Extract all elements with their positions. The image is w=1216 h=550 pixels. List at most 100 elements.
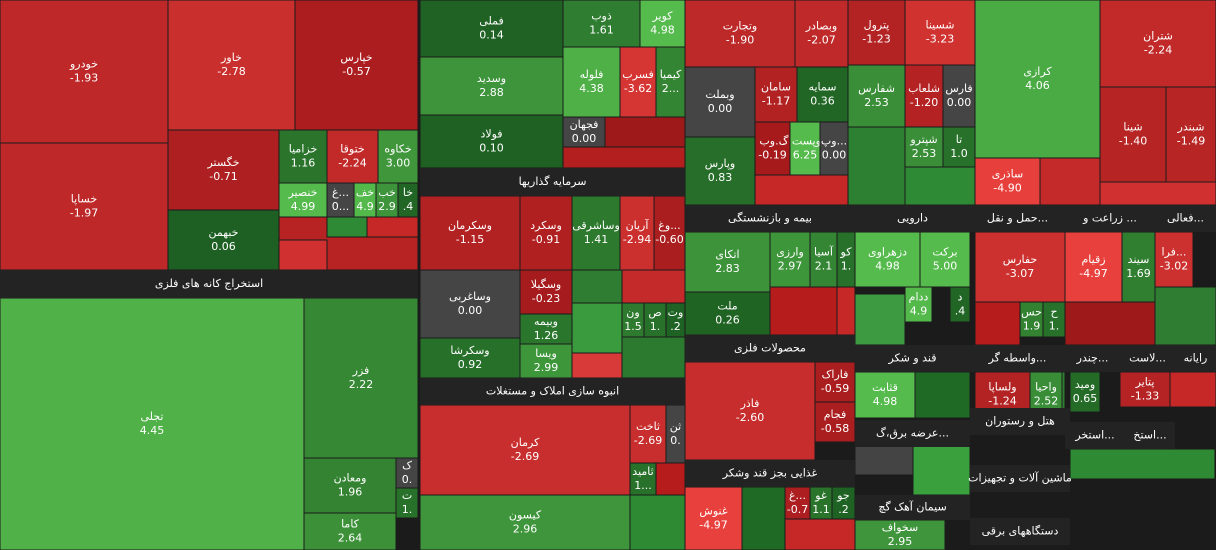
stock-symbol: شینا — [1123, 121, 1142, 134]
sector-header — [420, 378, 685, 405]
stock-change: -0.7 — [787, 503, 808, 516]
sector-header — [970, 465, 1070, 492]
stock-tile[interactable] — [1165, 86, 1216, 183]
stock-symbol: وپست گ... — [779, 135, 832, 148]
filler-block — [326, 216, 368, 238]
stock-tile[interactable] — [919, 231, 971, 288]
stock-tile[interactable] — [754, 121, 791, 176]
stock-tile[interactable] — [303, 512, 397, 550]
stock-tile[interactable] — [653, 195, 686, 271]
stock-change: 1. — [841, 260, 852, 273]
stock-tile[interactable] — [419, 114, 564, 169]
stock-symbol: ص — [648, 306, 661, 319]
stock-symbol: واحیا — [1035, 381, 1057, 394]
stock-tile[interactable] — [167, 209, 280, 271]
stock-change: 0.14 — [479, 29, 504, 42]
stock-tile[interactable] — [303, 457, 397, 514]
sector-header — [970, 345, 1065, 372]
stock-tile[interactable] — [397, 182, 419, 218]
stock-tile[interactable] — [1099, 86, 1167, 183]
stock-symbol: غو — [814, 489, 827, 502]
stock-tile[interactable] — [854, 231, 921, 288]
stock-tile[interactable] — [904, 286, 933, 323]
stock-tile[interactable] — [562, 116, 606, 148]
stock-symbol: ویسا — [535, 347, 557, 360]
stock-symbol: وارزی — [776, 246, 804, 259]
stock-tile[interactable] — [419, 195, 521, 271]
stock-tile[interactable] — [639, 0, 686, 48]
stock-change: -1.24 — [988, 395, 1016, 408]
sector-title: محصولات فلزی — [734, 342, 806, 355]
stock-tile[interactable] — [1121, 231, 1156, 303]
stock-tile[interactable] — [419, 494, 631, 550]
stock-tile[interactable] — [974, 0, 1101, 159]
stock-tile[interactable] — [789, 121, 821, 176]
stock-tile[interactable] — [809, 231, 838, 288]
stock-tile[interactable] — [942, 126, 976, 168]
stock-tile[interactable] — [854, 519, 946, 550]
stock-tile[interactable] — [395, 487, 419, 519]
stock-tile[interactable] — [519, 269, 573, 315]
stock-symbol: سیند — [1128, 253, 1150, 266]
stock-symbol: سمایه — [809, 81, 837, 94]
sector-header — [1065, 422, 1125, 449]
stock-tile[interactable] — [326, 129, 379, 184]
stock-tile[interactable] — [784, 486, 811, 520]
stock-tile[interactable] — [303, 297, 419, 459]
stock-change: -0.59 — [821, 382, 849, 395]
sector-title: چندر... — [1076, 352, 1109, 365]
stock-tile[interactable] — [519, 343, 573, 379]
stock-tile[interactable] — [684, 0, 796, 68]
stock-change: -0.19 — [758, 149, 786, 162]
stock-symbol: فولاد — [480, 128, 502, 141]
stock-tile[interactable] — [419, 0, 564, 58]
stock-change: 0.00 — [947, 96, 972, 109]
stock-tile[interactable] — [684, 66, 756, 138]
sector-header — [685, 335, 855, 362]
stock-tile[interactable] — [419, 404, 631, 496]
stock-tile[interactable] — [0, 297, 305, 550]
stock-tile[interactable] — [377, 129, 419, 184]
stock-tile[interactable] — [796, 66, 849, 123]
stock-tile[interactable] — [949, 286, 971, 323]
stock-tile[interactable] — [1064, 231, 1123, 303]
stock-symbol: ومید — [1075, 378, 1095, 391]
stock-tile[interactable] — [278, 129, 328, 184]
stock-symbol: خف — [356, 186, 374, 199]
stock-tile[interactable] — [629, 404, 667, 464]
stock-symbol: ک — [402, 459, 412, 472]
stock-change: -0.60 — [655, 233, 683, 246]
stock-tile[interactable] — [684, 361, 816, 461]
stock-tile[interactable] — [974, 157, 1041, 206]
stock-tile[interactable] — [0, 142, 169, 271]
sector-header — [685, 460, 855, 487]
stock-tile[interactable] — [562, 46, 621, 118]
filler-block — [571, 302, 623, 354]
stock-symbol: ومعادن — [334, 472, 367, 485]
stock-tile[interactable] — [1099, 0, 1216, 88]
stock-tile[interactable] — [278, 182, 328, 218]
stock-change: 1.5 — [624, 320, 642, 333]
stock-tile[interactable] — [684, 486, 743, 550]
stock-tile[interactable] — [571, 195, 621, 271]
stock-tile[interactable] — [1069, 371, 1101, 413]
stock-change: 1.1 — [812, 503, 830, 516]
filler-block — [854, 444, 914, 476]
stock-tile[interactable] — [619, 46, 657, 118]
stock-tile[interactable] — [904, 0, 976, 66]
stock-tile[interactable] — [819, 121, 849, 176]
sector-title: دستگاههای برقی — [982, 525, 1059, 538]
stock-symbol: غنوش — [699, 505, 727, 518]
stock-tile[interactable] — [419, 56, 564, 116]
stock-tile[interactable] — [1042, 301, 1066, 338]
stock-change: 2.96 — [513, 523, 538, 536]
stock-tile[interactable] — [326, 182, 355, 218]
stock-change: 4.98 — [873, 395, 898, 408]
stock-tile[interactable] — [167, 0, 296, 131]
stock-symbol: وسکرمان — [448, 219, 492, 232]
stock-tile[interactable] — [629, 462, 657, 496]
stock-tile[interactable] — [419, 337, 521, 379]
stock-tile[interactable] — [814, 401, 856, 443]
stock-change: -3.23 — [926, 33, 954, 46]
